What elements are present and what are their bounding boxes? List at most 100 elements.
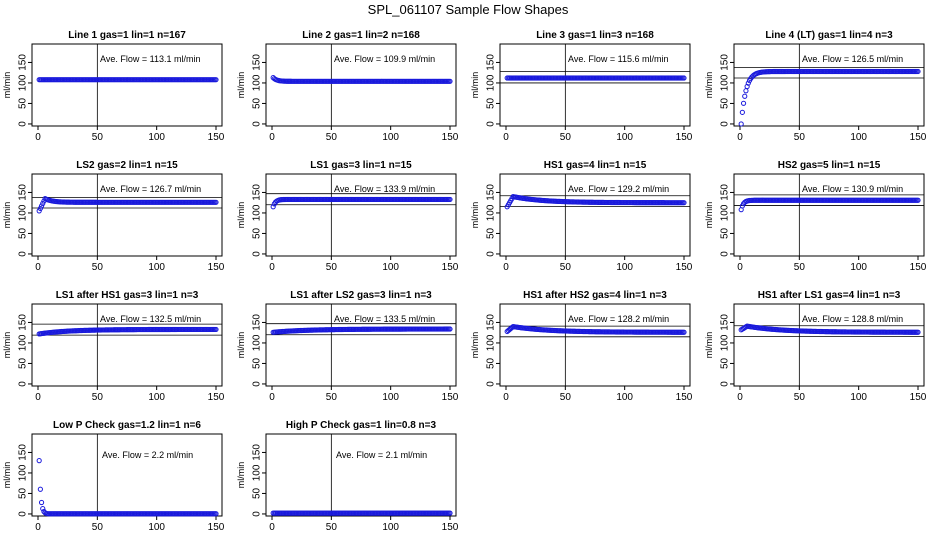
y-tick-label: 50 [720, 227, 731, 239]
ave-flow-annotation: Ave. Flow = 129.2 ml/min [568, 184, 669, 194]
plot-frame [31, 173, 223, 257]
x-tick-label: 0 [503, 392, 509, 403]
data-point [738, 121, 744, 127]
y-axis-label: ml/min [236, 462, 246, 489]
y-tick-label: 150 [18, 444, 29, 461]
data-point [38, 499, 45, 506]
plot-frame [499, 303, 691, 387]
data-point [36, 208, 42, 214]
y-axis-label: ml/min [236, 72, 246, 99]
x-tick-label: 100 [616, 262, 633, 273]
ave-flow-annotation: Ave. Flow = 115.6 ml/min [568, 54, 668, 64]
y-tick-label: 150 [252, 54, 263, 71]
data-point [213, 77, 219, 83]
plot-frame [31, 303, 223, 387]
x-tick-label: 150 [208, 392, 225, 403]
x-tick-label: 0 [35, 132, 41, 143]
panel-14: High P Check gas=1 lin=0.8 n=3 ml/min 0 50 1… [236, 420, 459, 533]
y-tick-label: 50 [252, 357, 263, 369]
panel-title: HS1 after HS2 gas=4 lin=1 n=3 [523, 290, 667, 301]
panel-title: LS1 gas=3 lin=1 n=15 [310, 160, 412, 171]
y-tick-label: 50 [486, 227, 497, 239]
panel-title: Line 2 gas=1 lin=2 n=168 [302, 30, 420, 41]
x-tick-label: 100 [148, 522, 165, 533]
y-tick-label: 0 [720, 381, 731, 387]
x-tick-label: 50 [794, 392, 806, 403]
x-tick-label: 100 [616, 392, 633, 403]
x-tick-label: 0 [503, 132, 509, 143]
data-point [681, 329, 687, 335]
data-point [743, 88, 749, 94]
y-tick-label: 0 [486, 121, 497, 127]
panel-1: Line 1 gas=1 lin=1 n=167 ml/min 0 50 100 150 0… [2, 30, 225, 143]
y-axis-label: ml/min [2, 462, 12, 489]
ave-flow-annotation: Ave. Flow = 2.2 ml/min [102, 450, 193, 460]
y-tick-label: 50 [18, 97, 29, 109]
figure-title: SPL_061107 Sample Flow Shapes [367, 2, 569, 17]
panel-10: LS1 after LS2 gas=3 lin=1 n=3 ml/min 0 50 10… [236, 290, 459, 403]
x-tick-label: 150 [910, 392, 927, 403]
x-tick-label: 150 [676, 132, 693, 143]
y-tick-label: 0 [486, 251, 497, 257]
data-point [36, 458, 42, 464]
y-tick-label: 50 [18, 357, 29, 369]
x-tick-label: 100 [850, 132, 867, 143]
x-tick-label: 150 [910, 132, 927, 143]
plot-frame [733, 173, 925, 257]
data-point [213, 326, 219, 333]
x-tick-label: 0 [737, 392, 743, 403]
y-tick-label: 0 [252, 121, 263, 127]
y-tick-label: 150 [252, 444, 263, 461]
x-tick-label: 50 [326, 392, 338, 403]
panel-title: Line 4 (LT) gas=1 lin=4 n=3 [765, 30, 893, 41]
y-tick-label: 100 [720, 334, 731, 351]
x-tick-label: 100 [850, 262, 867, 273]
panel-title: LS2 gas=2 lin=1 n=15 [76, 160, 178, 171]
y-tick-label: 100 [486, 204, 497, 221]
x-tick-label: 50 [326, 522, 338, 533]
x-tick-label: 50 [92, 392, 104, 403]
y-tick-label: 50 [486, 97, 497, 109]
x-tick-label: 50 [92, 262, 104, 273]
plot-frame [499, 43, 691, 127]
data-point [681, 200, 687, 206]
y-tick-label: 100 [18, 204, 29, 221]
y-tick-label: 150 [486, 314, 497, 331]
data-point [739, 109, 745, 115]
data-point [270, 204, 276, 210]
panel-title: HS2 gas=5 lin=1 n=15 [778, 160, 881, 171]
y-tick-label: 100 [18, 464, 29, 481]
x-tick-label: 150 [910, 262, 927, 273]
y-tick-label: 150 [18, 184, 29, 201]
x-tick-label: 0 [269, 522, 275, 533]
x-tick-label: 50 [560, 392, 572, 403]
panel-title: LS1 after HS1 gas=3 lin=1 n=3 [56, 290, 199, 301]
panel-5: LS2 gas=2 lin=1 n=15 ml/min 0 50 100 150 0 50 10… [2, 160, 225, 273]
data-point [447, 78, 453, 84]
y-tick-label: 100 [720, 204, 731, 221]
y-tick-label: 0 [720, 121, 731, 127]
plot-frame [265, 173, 457, 257]
data-point [740, 100, 747, 106]
x-tick-label: 50 [794, 262, 806, 273]
y-tick-label: 0 [18, 381, 29, 387]
plot-frame [265, 303, 457, 387]
x-tick-label: 0 [737, 262, 743, 273]
y-axis-label: ml/min [704, 72, 714, 99]
y-tick-label: 100 [252, 464, 263, 481]
y-tick-label: 0 [252, 251, 263, 257]
data-point [681, 75, 687, 81]
x-tick-label: 50 [560, 262, 572, 273]
y-tick-label: 0 [18, 251, 29, 257]
x-tick-label: 150 [208, 262, 225, 273]
panel-6: LS1 gas=3 lin=1 n=15 ml/min 0 50 100 150 0 50 10… [236, 160, 459, 273]
x-tick-label: 0 [35, 522, 41, 533]
ave-flow-annotation: Ave. Flow = 109.9 ml/min [334, 54, 435, 64]
y-axis-label: ml/min [704, 332, 714, 359]
data-point [915, 197, 921, 203]
y-tick-label: 100 [18, 74, 29, 91]
panel-2: Line 2 gas=1 lin=2 n=168 ml/min 0 50 100 150 0… [236, 30, 459, 143]
x-tick-label: 100 [382, 132, 399, 143]
y-axis-label: ml/min [704, 202, 714, 229]
panel-title: HS1 after LS1 gas=4 lin=1 n=3 [758, 290, 901, 301]
